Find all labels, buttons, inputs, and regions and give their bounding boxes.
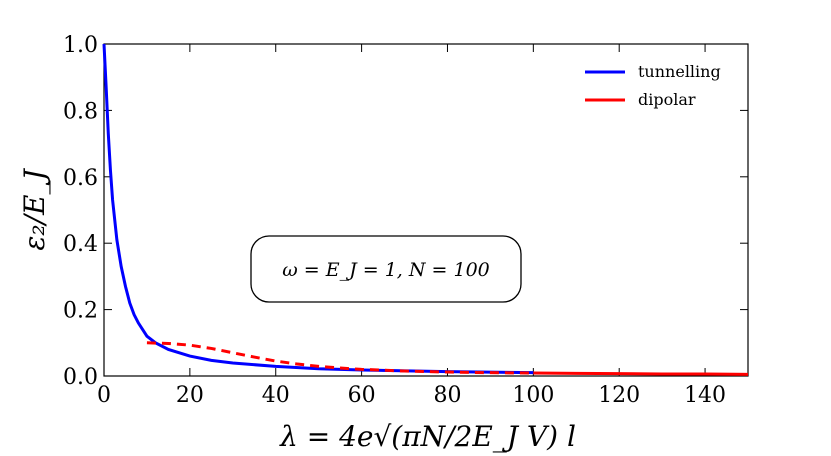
legend-label-tunnelling: tunnelling xyxy=(638,62,721,81)
x-tick-label: 120 xyxy=(598,383,640,408)
series-line-tunnelling xyxy=(102,43,534,375)
x-tick-label: 60 xyxy=(348,383,376,408)
annotation-box: ω = E_J = 1, N = 100 xyxy=(250,235,522,303)
series-layer xyxy=(102,43,749,376)
x-tick-label: 140 xyxy=(684,383,726,408)
plot-area xyxy=(103,43,749,377)
y-axis-ticks: 0.0 0.2 0.4 0.6 0.8 1.0 xyxy=(63,33,748,390)
x-axis-title: λ = 4e√(πN/2E_J V) l xyxy=(279,420,576,453)
x-tick-label: 20 xyxy=(176,383,204,408)
x-tick-label: 40 xyxy=(262,383,290,408)
x-tick-label: 100 xyxy=(512,383,554,408)
y-tick-label: 0.6 xyxy=(63,166,98,191)
annotation-text: ω = E_J = 1, N = 100 xyxy=(282,259,490,281)
y-axis-title: ε₂/E_J xyxy=(18,168,51,251)
x-axis-ticks: 0 20 40 60 80 100 120 140 xyxy=(97,44,726,408)
x-tick-label: 0 xyxy=(97,383,111,408)
series-line-dipolar-dashed xyxy=(146,341,534,375)
y-tick-label: 0.2 xyxy=(63,299,98,324)
y-tick-label: 0.4 xyxy=(63,232,98,257)
y-tick-label: 0.0 xyxy=(63,365,98,390)
legend-label-dipolar: dipolar xyxy=(638,90,696,109)
y-tick-label: 1.0 xyxy=(63,33,98,58)
legend: tunnelling dipolar xyxy=(585,62,721,109)
annotation-frame xyxy=(250,235,522,303)
x-tick-label: 80 xyxy=(433,383,461,408)
y-tick-label: 0.8 xyxy=(63,99,98,124)
series-line-dipolar-solid xyxy=(533,371,749,376)
